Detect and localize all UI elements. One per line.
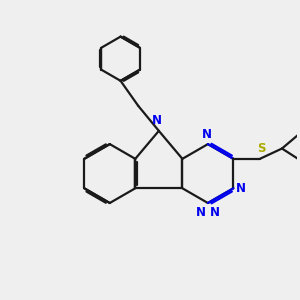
Text: N: N	[196, 206, 206, 219]
Text: N: N	[152, 114, 162, 127]
Text: N: N	[201, 128, 212, 141]
Text: S: S	[257, 142, 266, 155]
Text: N: N	[236, 182, 246, 195]
Text: N: N	[210, 206, 220, 219]
